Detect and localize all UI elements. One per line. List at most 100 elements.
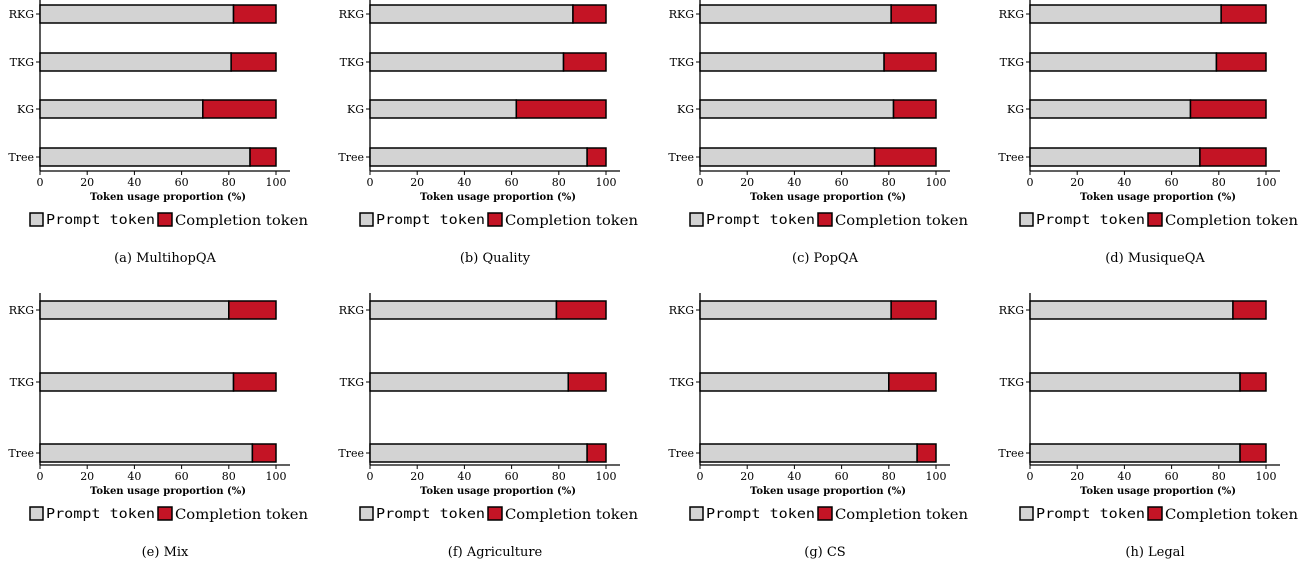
completion-token-bar [555,300,607,320]
x-tick-label: 20 [410,470,424,483]
prompt-token-swatch [1019,212,1034,227]
x-tick-label: 80 [222,470,236,483]
prompt-token-swatch [29,506,44,521]
prompt-token-bar [39,99,204,119]
x-tick-label: 100 [596,470,617,483]
x-tick-label: 20 [740,470,754,483]
completion-token-legend-label: Completion token [505,507,638,523]
prompt-token-swatch [689,212,704,227]
legend: Prompt token Completion token [29,506,308,523]
prompt-token-swatch [689,506,704,521]
prompt-token-swatch [29,212,44,227]
legend: Prompt token Completion token [689,212,968,229]
x-tick-label: 80 [882,470,896,483]
x-tick-label: 100 [266,176,287,189]
x-tick-label: 0 [37,470,44,483]
y-tick-label: TKG [1000,376,1024,389]
x-tick-label: 40 [457,176,471,189]
y-tick-label: RKG [999,8,1024,21]
prompt-token-legend-label: Prompt token [46,213,155,228]
completion-token-bar [888,372,937,392]
completion-token-bar [515,99,607,119]
chart-panel: 0 20 40 60 80 100 Token usage proportion (%) RK… [8,0,308,266]
completion-token-bar [1189,99,1267,119]
completion-token-bar [890,300,937,320]
completion-token-bar [890,4,937,24]
x-tick-label: 60 [1165,176,1179,189]
x-tick-label: 20 [740,176,754,189]
prompt-token-bar [699,443,918,463]
prompt-token-legend-label: Prompt token [46,507,155,522]
y-tick-label: Tree [998,447,1024,460]
prompt-token-swatch [1019,506,1034,521]
prompt-token-bar [699,372,890,392]
prompt-token-bar [699,300,892,320]
completion-token-swatch [1147,212,1163,227]
x-tick-label: 80 [1212,176,1226,189]
x-tick-label: 100 [266,470,287,483]
x-tick-label: 100 [926,470,947,483]
prompt-token-bar [1029,372,1241,392]
x-tick-label: 100 [926,176,947,189]
y-tick-label: TKG [670,376,694,389]
prompt-token-bar [39,300,230,320]
prompt-token-legend-label: Prompt token [1036,507,1145,522]
y-tick-label: RKG [9,8,34,21]
completion-token-bar [249,147,277,167]
x-tick-label: 40 [127,176,141,189]
chart-panel: 0 20 40 60 80 100 Token usage proportion (%) RK… [998,0,1298,266]
y-tick-label: Tree [8,447,34,460]
completion-token-swatch [817,212,833,227]
x-tick-label: 80 [222,176,236,189]
completion-token-legend-label: Completion token [175,507,308,523]
completion-token-bar [230,52,277,72]
x-tick-label: 100 [1256,470,1277,483]
x-tick-label: 20 [410,176,424,189]
prompt-token-bar [369,443,588,463]
x-tick-label: 20 [1070,470,1084,483]
x-axis-label: Token usage proportion (%) [1080,192,1236,203]
y-tick-label: TKG [340,56,364,69]
legend: Prompt token Completion token [1019,506,1298,523]
chart-caption: (d) MusiqueQA [1105,251,1205,266]
prompt-token-bar [369,99,518,119]
completion-token-swatch [487,212,503,227]
prompt-token-bar [1029,52,1218,72]
x-tick-label: 0 [367,470,374,483]
chart-panel: 0 20 40 60 80 100 Token usage proportion (%) RK… [338,0,638,266]
x-tick-label: 20 [1070,176,1084,189]
prompt-token-bar [1029,147,1201,167]
legend: Prompt token Completion token [29,212,308,229]
x-tick-label: 60 [835,176,849,189]
y-tick-label: TKG [1000,56,1024,69]
y-tick-label: Tree [8,151,34,164]
x-tick-label: 40 [457,470,471,483]
completion-token-bar [1232,300,1267,320]
completion-token-bar [202,99,277,119]
chart-caption: (g) CS [804,545,845,560]
x-tick-label: 100 [1256,176,1277,189]
prompt-token-bar [369,52,565,72]
x-tick-label: 60 [505,176,519,189]
x-tick-label: 0 [697,470,704,483]
prompt-token-bar [369,147,588,167]
y-tick-label: RKG [339,8,364,21]
prompt-token-bar [39,147,251,167]
x-tick-label: 80 [552,470,566,483]
completion-token-bar [562,52,607,72]
completion-token-bar [567,372,607,392]
completion-token-legend-label: Completion token [1165,507,1298,523]
y-tick-label: TKG [10,56,34,69]
chart-caption: (b) Quality [460,251,531,266]
x-tick-label: 0 [367,176,374,189]
y-tick-label: RKG [669,8,694,21]
x-axis-label: Token usage proportion (%) [750,486,906,497]
x-tick-label: 40 [787,470,801,483]
completion-token-legend-label: Completion token [835,213,968,229]
legend: Prompt token Completion token [689,506,968,523]
y-tick-label: RKG [999,304,1024,317]
prompt-token-bar [699,147,876,167]
chart-caption: (h) Legal [1125,545,1184,560]
y-tick-label: KG [347,103,364,116]
y-tick-label: KG [17,103,34,116]
